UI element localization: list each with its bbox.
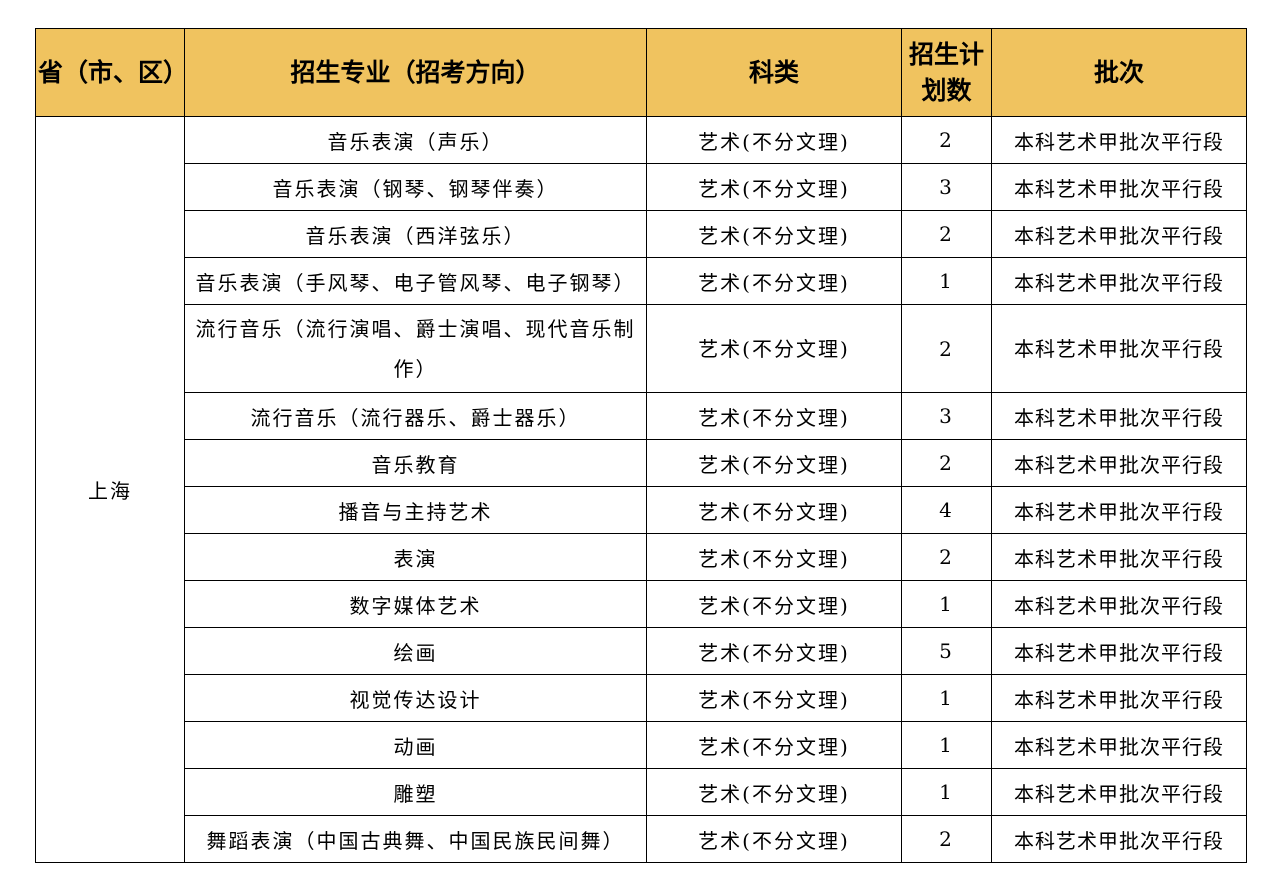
major-cell: 音乐表演（西洋弦乐） — [184, 210, 647, 258]
major-cell: 动画 — [184, 721, 647, 769]
major-cell: 音乐教育 — [184, 439, 647, 487]
table-row: 流行音乐（流行器乐、爵士器乐） 艺术(不分文理) 3 本科艺术甲批次平行段 — [36, 392, 1247, 440]
plan-cell: 1 — [901, 257, 992, 305]
batch-cell: 本科艺术甲批次平行段 — [991, 674, 1247, 722]
plan-cell: 2 — [901, 533, 992, 581]
batch-cell: 本科艺术甲批次平行段 — [991, 580, 1247, 628]
table-row: 播音与主持艺术 艺术(不分文理) 4 本科艺术甲批次平行段 — [36, 486, 1247, 534]
category-cell: 艺术(不分文理) — [646, 392, 902, 440]
enrollment-plan-table: 省（市、区） 招生专业（招考方向） 科类 招生计划数 批次 上海 音乐表演（声乐）… — [35, 28, 1247, 863]
plan-cell: 2 — [901, 439, 992, 487]
category-cell: 艺术(不分文理) — [646, 116, 902, 164]
category-cell: 艺术(不分文理) — [646, 815, 902, 863]
table-row: 舞蹈表演（中国古典舞、中国民族民间舞） 艺术(不分文理) 2 本科艺术甲批次平行段 — [36, 815, 1247, 863]
batch-cell: 本科艺术甲批次平行段 — [991, 486, 1247, 534]
batch-cell: 本科艺术甲批次平行段 — [991, 163, 1247, 211]
header-plan: 招生计划数 — [901, 28, 992, 117]
category-cell: 艺术(不分文理) — [646, 580, 902, 628]
table-row: 流行音乐（流行演唱、爵士演唱、现代音乐制作） 艺术(不分文理) 2 本科艺术甲批次平行… — [36, 304, 1247, 393]
major-cell: 播音与主持艺术 — [184, 486, 647, 534]
batch-cell: 本科艺术甲批次平行段 — [991, 533, 1247, 581]
table-row: 绘画 艺术(不分文理) 5 本科艺术甲批次平行段 — [36, 627, 1247, 675]
batch-cell: 本科艺术甲批次平行段 — [991, 257, 1247, 305]
plan-cell: 2 — [901, 815, 992, 863]
category-cell: 艺术(不分文理) — [646, 163, 902, 211]
major-cell: 表演 — [184, 533, 647, 581]
plan-cell: 1 — [901, 580, 992, 628]
table-row: 音乐表演（西洋弦乐） 艺术(不分文理) 2 本科艺术甲批次平行段 — [36, 210, 1247, 258]
table-row: 音乐教育 艺术(不分文理) 2 本科艺术甲批次平行段 — [36, 439, 1247, 487]
table-row: 视觉传达设计 艺术(不分文理) 1 本科艺术甲批次平行段 — [36, 674, 1247, 722]
table-row: 上海 音乐表演（声乐） 艺术(不分文理) 2 本科艺术甲批次平行段 — [35, 116, 1247, 863]
major-cell: 流行音乐（流行演唱、爵士演唱、现代音乐制作） — [184, 304, 647, 393]
province-cell: 上海 — [35, 116, 185, 863]
plan-cell: 3 — [901, 392, 992, 440]
batch-cell: 本科艺术甲批次平行段 — [991, 439, 1247, 487]
batch-cell: 本科艺术甲批次平行段 — [991, 627, 1247, 675]
major-cell: 音乐表演（钢琴、钢琴伴奏） — [184, 163, 647, 211]
table-row: 表演 艺术(不分文理) 2 本科艺术甲批次平行段 — [36, 533, 1247, 581]
category-cell: 艺术(不分文理) — [646, 304, 902, 393]
plan-cell: 2 — [901, 210, 992, 258]
header-major: 招生专业（招考方向） — [184, 28, 647, 117]
plan-cell: 2 — [901, 116, 992, 164]
major-cell: 雕塑 — [184, 768, 647, 816]
category-cell: 艺术(不分文理) — [646, 721, 902, 769]
major-cell: 流行音乐（流行器乐、爵士器乐） — [184, 392, 647, 440]
batch-cell: 本科艺术甲批次平行段 — [991, 815, 1247, 863]
category-cell: 艺术(不分文理) — [646, 210, 902, 258]
major-cell: 数字媒体艺术 — [184, 580, 647, 628]
table-row: 音乐表演（手风琴、电子管风琴、电子钢琴） 艺术(不分文理) 1 本科艺术甲批次平行段 — [36, 257, 1247, 305]
plan-cell: 1 — [901, 768, 992, 816]
category-cell: 艺术(不分文理) — [646, 768, 902, 816]
header-category: 科类 — [646, 28, 902, 117]
category-cell: 艺术(不分文理) — [646, 257, 902, 305]
table-row: 动画 艺术(不分文理) 1 本科艺术甲批次平行段 — [36, 721, 1247, 769]
header-batch: 批次 — [991, 28, 1247, 117]
major-cell: 视觉传达设计 — [184, 674, 647, 722]
major-cell: 舞蹈表演（中国古典舞、中国民族民间舞） — [184, 815, 647, 863]
plan-cell: 3 — [901, 163, 992, 211]
batch-cell: 本科艺术甲批次平行段 — [991, 210, 1247, 258]
table-row: 音乐表演（钢琴、钢琴伴奏） 艺术(不分文理) 3 本科艺术甲批次平行段 — [36, 163, 1247, 211]
major-cell: 音乐表演（声乐） — [184, 116, 647, 164]
plan-cell: 2 — [901, 304, 992, 393]
batch-cell: 本科艺术甲批次平行段 — [991, 392, 1247, 440]
table-row: 数字媒体艺术 艺术(不分文理) 1 本科艺术甲批次平行段 — [36, 580, 1247, 628]
category-cell: 艺术(不分文理) — [646, 486, 902, 534]
plan-cell: 1 — [901, 721, 992, 769]
batch-cell: 本科艺术甲批次平行段 — [991, 721, 1247, 769]
category-cell: 艺术(不分文理) — [646, 674, 902, 722]
plan-cell: 5 — [901, 627, 992, 675]
category-cell: 艺术(不分文理) — [646, 439, 902, 487]
plan-cell: 4 — [901, 486, 992, 534]
batch-cell: 本科艺术甲批次平行段 — [991, 768, 1247, 816]
plan-cell: 1 — [901, 674, 992, 722]
table-row: 雕塑 艺术(不分文理) 1 本科艺术甲批次平行段 — [36, 768, 1247, 816]
header-province: 省（市、区） — [35, 28, 188, 117]
major-cell: 音乐表演（手风琴、电子管风琴、电子钢琴） — [184, 257, 647, 305]
category-cell: 艺术(不分文理) — [646, 627, 902, 675]
category-cell: 艺术(不分文理) — [646, 533, 902, 581]
batch-cell: 本科艺术甲批次平行段 — [991, 116, 1247, 164]
batch-cell: 本科艺术甲批次平行段 — [991, 304, 1247, 393]
header-row: 省（市、区） 招生专业（招考方向） 科类 招生计划数 批次 — [35, 28, 1247, 117]
major-cell: 绘画 — [184, 627, 647, 675]
